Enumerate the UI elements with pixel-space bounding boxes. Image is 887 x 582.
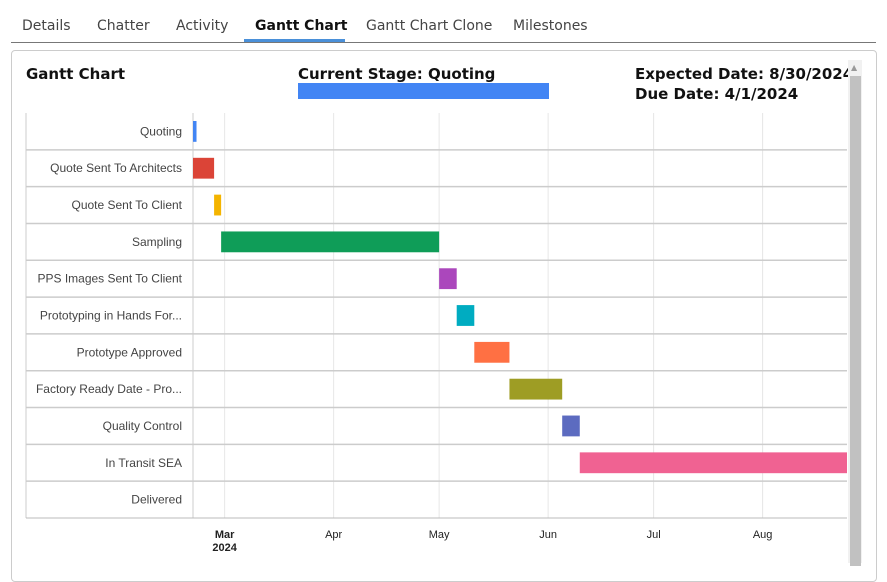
task-label: In Transit SEA (105, 456, 182, 470)
task-label: Prototyping in Hands For... (40, 309, 182, 323)
scrollbar-thumb[interactable] (850, 76, 861, 566)
tab-bar: Details Chatter Activity Gantt Chart Gan… (11, 0, 876, 43)
task-label: Quote Sent To Architects (50, 161, 182, 175)
tab-chatter[interactable]: Chatter (97, 18, 150, 34)
task-label: Quality Control (103, 419, 182, 433)
tab-gantt-chart-clone[interactable]: Gantt Chart Clone (366, 18, 493, 34)
x-tick-label: Aug (753, 529, 773, 541)
scrollbar[interactable]: ▲ (848, 60, 862, 566)
tab-activity[interactable]: Activity (176, 18, 229, 34)
active-tab-indicator (244, 39, 345, 42)
task-bar (221, 231, 440, 253)
task-label: Quote Sent To Client (71, 198, 182, 212)
task-bar (214, 194, 222, 216)
task-bar (439, 268, 457, 290)
task-bar (509, 378, 563, 400)
card-title: Gantt Chart (26, 65, 126, 83)
task-label: Sampling (132, 235, 182, 249)
tab-milestones[interactable]: Milestones (513, 18, 588, 34)
x-tick-label: May (429, 529, 450, 541)
task-label: Delivered (131, 493, 182, 507)
stage-progress-bar (298, 83, 549, 99)
x-tick-label: Mar (215, 529, 235, 541)
task-bar (456, 305, 475, 326)
tab-details[interactable]: Details (22, 18, 71, 34)
task-label: Prototype Approved (77, 345, 182, 359)
task-label: PPS Images Sent To Client (37, 272, 182, 286)
task-label: Factory Ready Date - Pro... (36, 382, 182, 396)
x-tick-label: Jun (539, 529, 557, 541)
x-tick-label: Jul (647, 529, 661, 541)
task-bar (579, 452, 847, 474)
task-label: Quoting (140, 124, 182, 138)
current-stage: Current Stage: Quoting (298, 65, 496, 83)
task-bar (562, 415, 580, 437)
task-bar (474, 341, 510, 363)
due-date: Due Date: 4/1/2024 (635, 85, 799, 103)
scroll-up-icon[interactable]: ▲ (851, 63, 858, 72)
expected-date: Expected Date: 8/30/2024 (635, 65, 854, 83)
x-tick-year: 2024 (212, 542, 237, 554)
tab-gantt-chart[interactable]: Gantt Chart (255, 18, 348, 34)
x-tick-label: Apr (325, 529, 342, 541)
task-bar (193, 121, 197, 142)
task-bar (193, 157, 215, 179)
